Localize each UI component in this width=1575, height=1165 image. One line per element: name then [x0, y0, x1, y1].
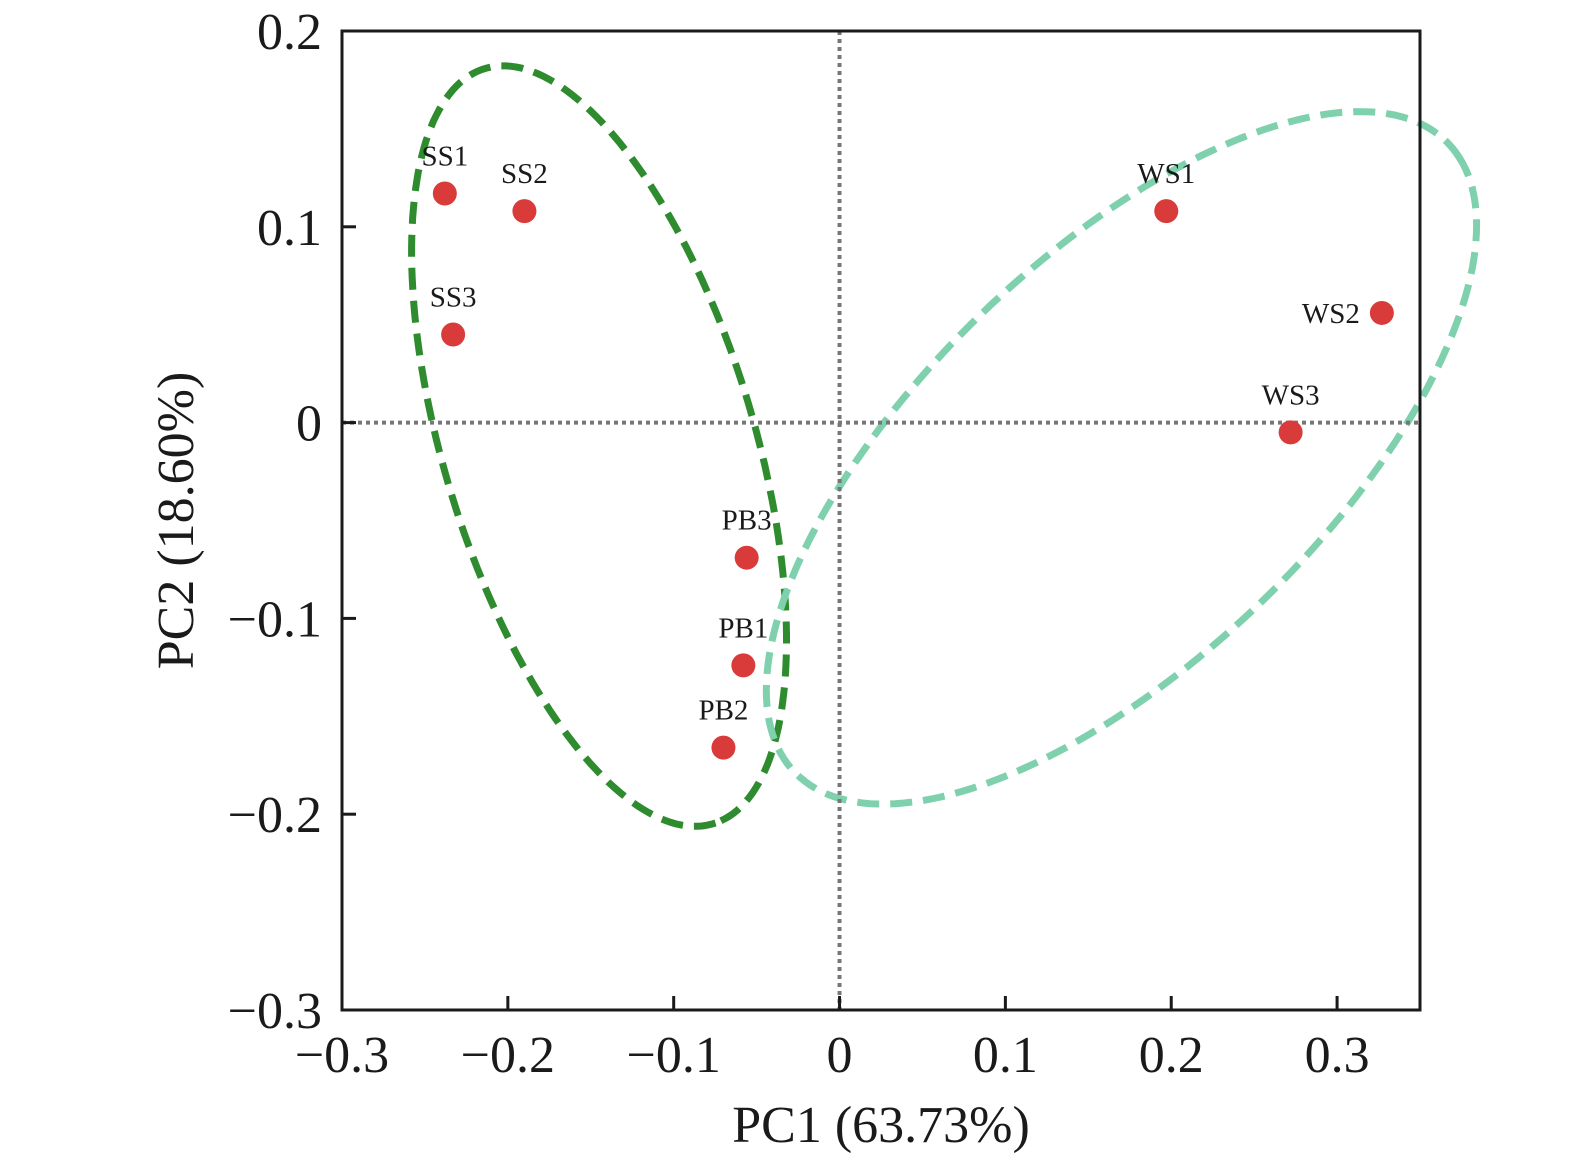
- point-labels: SS1 SS2 SS3 WS1 WS2 WS3 PB3 PB1 PB2: [421, 141, 1359, 727]
- x-axis-label: PC1 (63.73%): [732, 1097, 1030, 1154]
- point-ws2: [1369, 300, 1394, 325]
- point-pb3: [734, 545, 759, 570]
- point-label-pb1: PB1: [718, 612, 768, 644]
- x-tick-label: −0.3: [295, 1027, 389, 1084]
- y-tick-label: −0.2: [228, 787, 322, 844]
- point-label-ss2: SS2: [501, 158, 548, 190]
- y-tick-label: 0: [296, 396, 322, 453]
- y-tick-label: −0.1: [228, 591, 322, 648]
- point-label-pb2: PB2: [698, 695, 748, 727]
- point-ss3: [441, 322, 466, 347]
- point-label-ss3: SS3: [430, 281, 477, 313]
- point-label-ws1: WS1: [1137, 158, 1195, 190]
- group-ellipses: [408, 62, 1481, 830]
- y-tick-label: −0.3: [228, 983, 322, 1040]
- point-ws1: [1154, 199, 1179, 224]
- x-tick-label: 0.1: [973, 1027, 1038, 1084]
- x-tick-label: −0.1: [627, 1027, 721, 1084]
- x-tick-label: 0.2: [1139, 1027, 1204, 1084]
- point-label-ws2: WS2: [1302, 298, 1360, 330]
- y-axis-ticks: −0.3 −0.2 −0.1 0 0.1 0.2: [228, 4, 356, 1040]
- x-tick-label: 0: [827, 1027, 853, 1084]
- plot-frame: [340, 29, 1422, 1012]
- x-tick-label: −0.2: [461, 1027, 555, 1084]
- x-axis-ticks: −0.3 −0.2 −0.1 0 0.1 0.2 0.3: [295, 996, 1370, 1084]
- point-label-ws3: WS3: [1262, 379, 1320, 411]
- point-pb2: [711, 735, 736, 760]
- point-ss2: [512, 199, 537, 224]
- point-label-ss1: SS1: [421, 141, 468, 173]
- group-ellipse-2: [762, 108, 1481, 808]
- y-tick-label: 0.2: [257, 4, 322, 61]
- point-pb1: [731, 653, 756, 678]
- y-tick-label: 0.1: [257, 200, 322, 257]
- group-ellipse-1: [408, 62, 790, 830]
- reference-lines: [342, 31, 1420, 1010]
- point-ss1: [432, 181, 457, 206]
- point-label-pb3: PB3: [722, 505, 772, 537]
- point-ws3: [1278, 420, 1303, 445]
- x-tick-label: 0.3: [1305, 1027, 1370, 1084]
- data-points: [432, 181, 1394, 760]
- y-axis-label: PC2 (18.60%): [148, 372, 205, 670]
